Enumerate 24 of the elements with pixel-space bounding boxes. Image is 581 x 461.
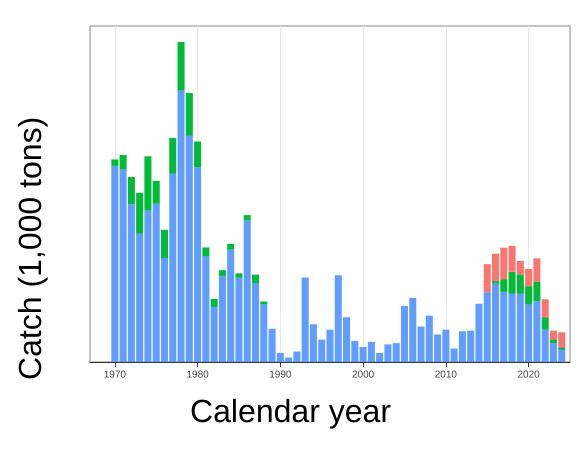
bar [218,270,226,276]
bar [210,298,218,307]
y-axis-title: Catch (1,000 tons) [12,116,48,380]
bar [260,302,268,304]
x-tick-label: 1970 [104,370,126,380]
bar [169,138,176,174]
bar [542,318,549,330]
x-tick-label: 1980 [186,370,210,380]
bar [160,230,168,258]
x-axis-title: Calendar year [190,393,392,429]
x-tick-label: 2020 [517,370,540,380]
bar [550,340,557,344]
bar [186,92,193,136]
bar [244,215,251,220]
bar [178,42,185,90]
bar [542,299,549,318]
bar [235,273,242,278]
bar [202,247,210,256]
bar [252,274,260,283]
bar [227,244,234,250]
x-tick-label: 1990 [269,370,292,380]
x-tick-label: 2010 [434,370,458,380]
x-tick-label: 2000 [352,370,375,380]
bar [194,142,202,168]
